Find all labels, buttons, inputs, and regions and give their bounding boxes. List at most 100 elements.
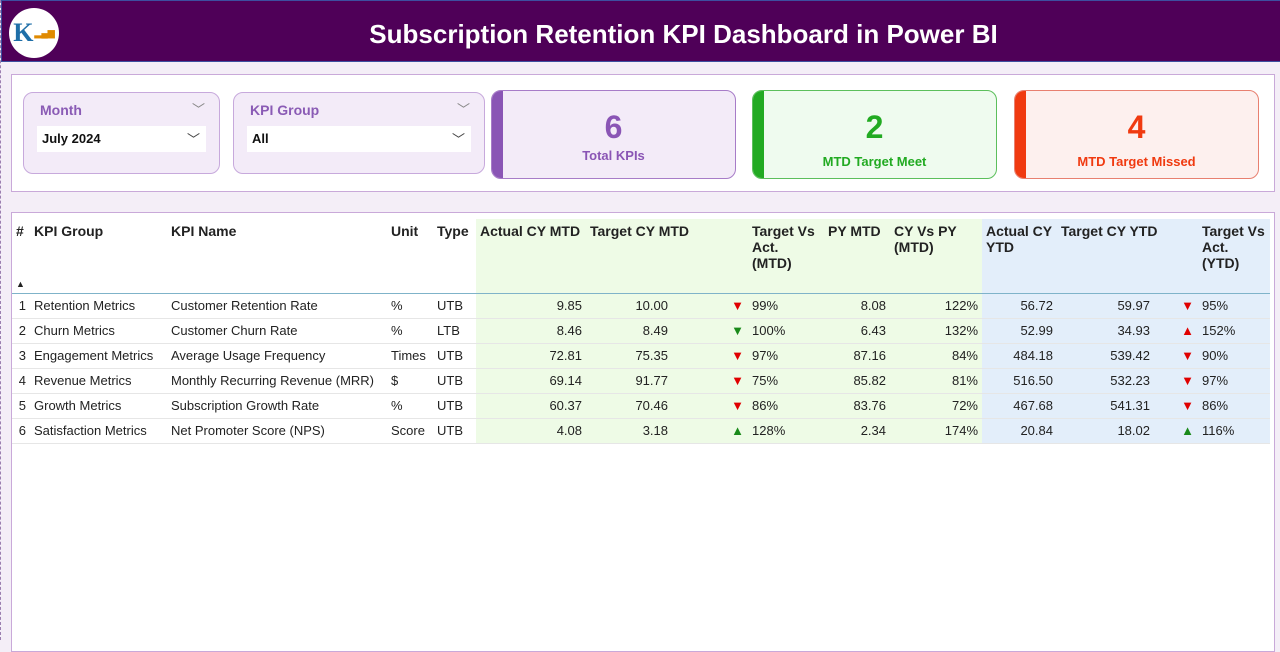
col-header-unit[interactable]: Unit <box>387 219 433 294</box>
triangle-down-icon: ▼ <box>1181 348 1194 363</box>
month-dropdown[interactable]: July 2024 ﹀ <box>37 126 206 152</box>
target-vs-act-ytd: 90% <box>1198 343 1270 369</box>
col-header-py-mtd[interactable]: PY MTD <box>824 219 890 294</box>
trend-mtd-icon: ▼ <box>672 318 748 344</box>
unit: Times <box>387 343 433 369</box>
kpi-name: Monthly Recurring Revenue (MRR) <box>167 368 387 394</box>
kpi-name: Customer Retention Rate <box>167 293 387 319</box>
py-mtd: 6.43 <box>824 318 890 344</box>
col-header-target-cy-mtd[interactable]: Target CY MTD <box>586 219 748 294</box>
chevron-down-icon[interactable]: ﹀ <box>191 102 205 117</box>
row-index: 1 <box>12 293 30 319</box>
kpi-table-panel: # ▲ KPI Group KPI Name Unit Type Actual C… <box>11 212 1275 652</box>
table-row[interactable]: 5 Growth Metrics Subscription Growth Rate%… <box>12 393 1270 419</box>
cy-vs-py-mtd: 72% <box>890 393 982 419</box>
trend-ytd-icon: ▼ <box>1154 293 1198 319</box>
kpi-name: Customer Churn Rate <box>167 318 387 344</box>
col-header-target-cy-ytd[interactable]: Target CY YTD <box>1057 219 1198 294</box>
total-kpis-card: 6 Total KPIs <box>491 90 736 179</box>
actual-cy-mtd: 4.08 <box>476 418 586 444</box>
filter-panel: Month ﹀ July 2024 ﹀ KPI Group ﹀ All ﹀ 6 To… <box>11 74 1275 192</box>
trend-ytd-icon: ▼ <box>1154 343 1198 369</box>
cy-vs-py-mtd: 81% <box>890 368 982 394</box>
type: UTB <box>433 368 476 394</box>
month-slicer[interactable]: Month ﹀ July 2024 ﹀ <box>23 92 220 174</box>
col-header-target-vs-act-mtd[interactable]: Target Vs Act. (MTD) <box>748 219 824 294</box>
actual-cy-ytd: 56.72 <box>982 293 1057 319</box>
actual-cy-mtd: 72.81 <box>476 343 586 369</box>
target-cy-mtd: 75.35 <box>586 343 672 369</box>
col-header-cy-vs-py-mtd[interactable]: CY Vs PY (MTD) <box>890 219 982 294</box>
actual-cy-ytd: 516.50 <box>982 368 1057 394</box>
table-row[interactable]: 4 Revenue Metrics Monthly Recurring Revenu… <box>12 368 1270 394</box>
triangle-down-icon: ▼ <box>731 348 744 363</box>
target-cy-ytd: 34.93 <box>1057 318 1154 344</box>
target-vs-act-mtd: 75% <box>748 368 824 394</box>
trend-mtd-icon: ▼ <box>672 368 748 394</box>
col-header-kpi-name[interactable]: KPI Name <box>167 219 387 294</box>
col-header-kpi-group[interactable]: KPI Group <box>30 219 167 294</box>
col-header-target-vs-act-ytd[interactable]: Target Vs Act. (YTD) <box>1198 219 1270 294</box>
triangle-down-icon: ▼ <box>1181 398 1194 413</box>
actual-cy-ytd: 467.68 <box>982 393 1057 419</box>
triangle-down-icon: ▼ <box>731 373 744 388</box>
target-cy-ytd: 541.31 <box>1057 393 1154 419</box>
table-row[interactable]: 6 Satisfaction Metrics Net Promoter Score … <box>12 418 1270 444</box>
trend-mtd-icon: ▼ <box>672 393 748 419</box>
type: UTB <box>433 343 476 369</box>
target-cy-mtd: 8.49 <box>586 318 672 344</box>
target-vs-act-mtd: 99% <box>748 293 824 319</box>
triangle-up-icon: ▲ <box>1181 323 1194 338</box>
trend-mtd-icon: ▼ <box>672 343 748 369</box>
mtd-target-missed-value: 4 <box>1127 109 1146 145</box>
total-kpis-label: Total KPIs <box>582 148 645 163</box>
unit: % <box>387 293 433 319</box>
actual-cy-mtd: 69.14 <box>476 368 586 394</box>
table-row[interactable]: 3 Engagement Metrics Average Usage Frequen… <box>12 343 1270 369</box>
py-mtd: 2.34 <box>824 418 890 444</box>
table-row[interactable]: 2 Churn Metrics Customer Churn Rate% LTB 8.4… <box>12 318 1270 344</box>
kpi-name: Net Promoter Score (NPS) <box>167 418 387 444</box>
trend-mtd-icon: ▼ <box>672 293 748 319</box>
triangle-down-icon: ▼ <box>1181 373 1194 388</box>
kpi-group: Revenue Metrics <box>30 368 167 394</box>
target-vs-act-mtd: 100% <box>748 318 824 344</box>
col-header-type[interactable]: Type <box>433 219 476 294</box>
kpi-group: Growth Metrics <box>30 393 167 419</box>
mtd-target-meet-card: 2 MTD Target Meet <box>752 90 997 179</box>
actual-cy-ytd: 20.84 <box>982 418 1057 444</box>
kpi-group-dropdown[interactable]: All ﹀ <box>247 126 471 152</box>
type: UTB <box>433 293 476 319</box>
target-vs-act-mtd: 86% <box>748 393 824 419</box>
type: LTB <box>433 318 476 344</box>
actual-cy-mtd: 60.37 <box>476 393 586 419</box>
kpi-group-slicer[interactable]: KPI Group ﹀ All ﹀ <box>233 92 485 174</box>
col-header-actual-cy-mtd[interactable]: Actual CY MTD <box>476 219 586 294</box>
table-row[interactable]: 1 Retention Metrics Customer Retention Rat… <box>12 293 1270 319</box>
kpi-group: Churn Metrics <box>30 318 167 344</box>
mtd-target-missed-card: 4 MTD Target Missed <box>1014 90 1259 179</box>
target-vs-act-ytd: 152% <box>1198 318 1270 344</box>
kpi-group-value: All <box>252 131 269 146</box>
col-header-actual-cy-ytd[interactable]: Actual CY YTD <box>982 219 1057 294</box>
actual-cy-ytd: 484.18 <box>982 343 1057 369</box>
type: UTB <box>433 393 476 419</box>
chevron-down-icon: ﹀ <box>186 132 200 147</box>
trend-ytd-icon: ▼ <box>1154 393 1198 419</box>
target-cy-ytd: 18.02 <box>1057 418 1154 444</box>
mtd-target-meet-value: 2 <box>865 109 884 145</box>
unit: $ <box>387 368 433 394</box>
chevron-down-icon[interactable]: ﹀ <box>456 102 470 117</box>
mtd-target-meet-label: MTD Target Meet <box>822 154 927 169</box>
month-value: July 2024 <box>42 131 101 146</box>
sort-ascending-icon[interactable]: ▲ <box>16 278 25 289</box>
dashboard-title: Subscription Retention KPI Dashboard in … <box>369 19 998 49</box>
target-cy-mtd: 91.77 <box>586 368 672 394</box>
triangle-down-icon: ▼ <box>1181 298 1194 313</box>
cy-vs-py-mtd: 174% <box>890 418 982 444</box>
unit: % <box>387 318 433 344</box>
triangle-down-icon: ▼ <box>731 298 744 313</box>
row-index: 3 <box>12 343 30 369</box>
col-header-index[interactable]: # ▲ <box>12 219 30 294</box>
target-cy-ytd: 539.42 <box>1057 343 1154 369</box>
